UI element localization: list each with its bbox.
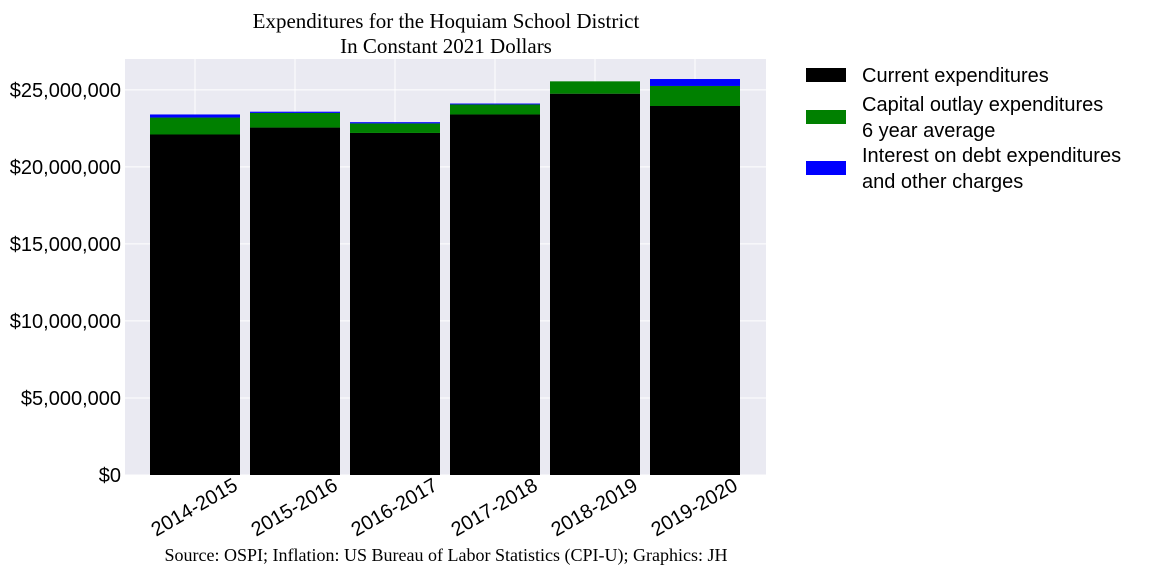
bar-segment-interest bbox=[150, 114, 240, 118]
x-tick-label: 2014-2015 bbox=[148, 474, 242, 541]
bar-segment-capital bbox=[150, 117, 240, 135]
bar-segment-capital bbox=[450, 104, 540, 115]
legend-swatch bbox=[806, 68, 846, 82]
y-tick-label: $10,000,000 bbox=[10, 311, 121, 333]
y-tick-label: $20,000,000 bbox=[10, 157, 121, 179]
y-axis-ticks: $0 $5,000,000 $10,000,000 $15,000,000 $20,00… bbox=[10, 80, 121, 487]
bar-segment-current bbox=[250, 127, 340, 476]
bar-segment-capital bbox=[350, 123, 440, 133]
legend-label: 6 year average bbox=[862, 120, 995, 142]
bar-segment-current bbox=[650, 105, 740, 476]
x-tick-label: 2016-2017 bbox=[348, 474, 442, 541]
bar-segment-capital bbox=[550, 81, 640, 94]
x-axis-ticks: 2014-2015 2015-2016 2016-2017 2017-2018 2018… bbox=[148, 474, 742, 541]
x-tick-label: 2018-2019 bbox=[548, 474, 642, 541]
legend-label: and other charges bbox=[862, 171, 1023, 193]
bar-segment-current bbox=[150, 134, 240, 476]
bars bbox=[150, 79, 740, 476]
legend-label: Current expenditures bbox=[862, 65, 1049, 87]
bar-segment-capital bbox=[250, 112, 340, 128]
legend-swatch bbox=[806, 110, 846, 124]
bar-segment-current bbox=[450, 114, 540, 475]
bar-segment-capital bbox=[650, 85, 740, 106]
chart-title: Expenditures for the Hoquiam School Dist… bbox=[253, 9, 640, 33]
bar-segment-interest bbox=[250, 111, 340, 113]
x-tick-label: 2019-2020 bbox=[648, 474, 742, 541]
y-tick-label: $5,000,000 bbox=[21, 388, 121, 410]
legend-label: Interest on debt expenditures bbox=[862, 145, 1121, 167]
source-note: Source: OSPI; Inflation: US Bureau of La… bbox=[165, 545, 728, 566]
x-tick-label: 2017-2018 bbox=[448, 474, 542, 541]
y-tick-label: $25,000,000 bbox=[10, 80, 121, 102]
legend: Current expenditures Capital outlay expen… bbox=[806, 65, 1121, 193]
y-tick-label: $0 bbox=[99, 465, 121, 487]
bar-segment-interest bbox=[350, 122, 440, 124]
bar-segment-interest bbox=[450, 103, 540, 105]
y-tick-label: $15,000,000 bbox=[10, 234, 121, 256]
x-tick-label: 2015-2016 bbox=[248, 474, 342, 541]
bar-segment-current bbox=[350, 132, 440, 475]
bar-segment-current bbox=[550, 93, 640, 476]
chart-subtitle: In Constant 2021 Dollars bbox=[340, 34, 552, 58]
bar-segment-interest bbox=[650, 79, 740, 86]
legend-swatch bbox=[806, 161, 846, 175]
legend-label: Capital outlay expenditures bbox=[862, 94, 1103, 116]
